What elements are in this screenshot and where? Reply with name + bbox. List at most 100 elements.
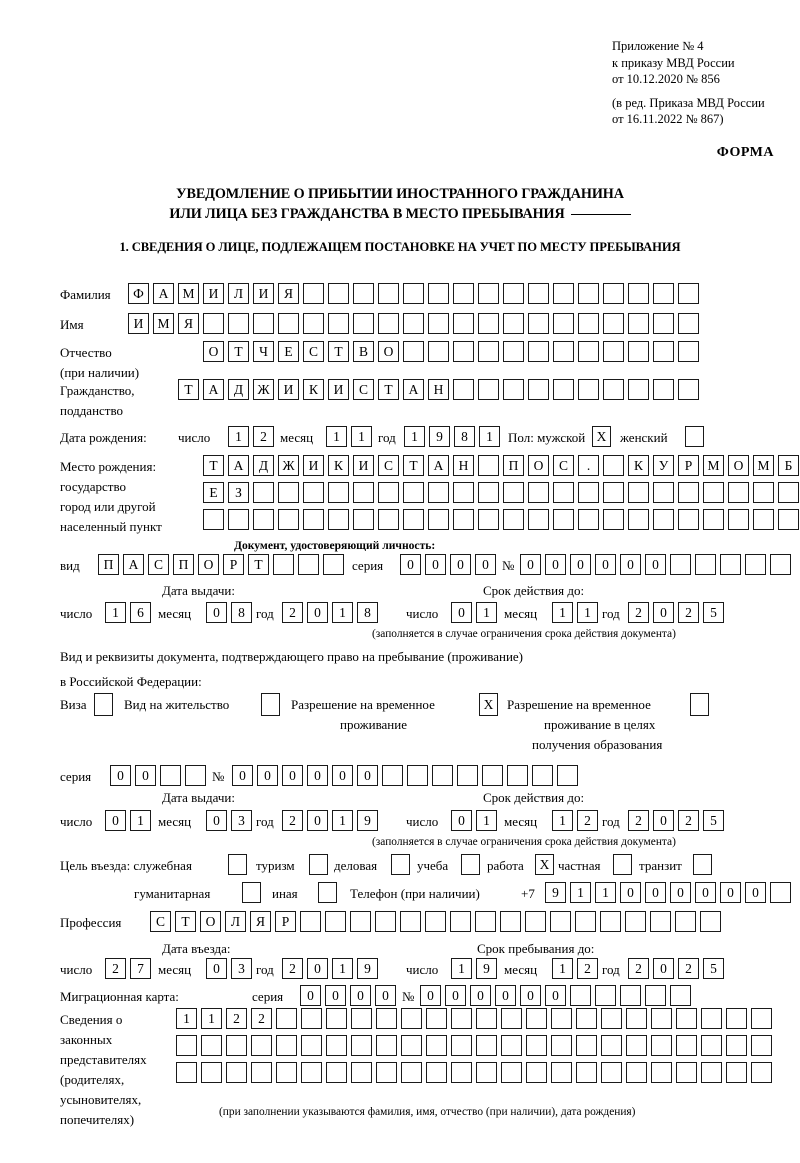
- char-cell[interactable]: Т: [328, 341, 349, 362]
- char-cell[interactable]: 0: [105, 810, 126, 831]
- char-cell[interactable]: Я: [178, 313, 199, 334]
- char-cell[interactable]: А: [123, 554, 144, 575]
- char-cell[interactable]: [720, 554, 741, 575]
- char-cell[interactable]: [401, 1008, 422, 1029]
- char-cell[interactable]: [653, 313, 674, 334]
- char-cell[interactable]: [551, 1062, 572, 1083]
- char-cell[interactable]: [482, 765, 503, 786]
- char-cell[interactable]: 1: [332, 602, 353, 623]
- char-cell[interactable]: [160, 765, 181, 786]
- char-cell[interactable]: [428, 341, 449, 362]
- char-cell[interactable]: С: [150, 911, 171, 932]
- char-cell[interactable]: [676, 1008, 697, 1029]
- char-cell[interactable]: М: [153, 313, 174, 334]
- char-cell[interactable]: [726, 1035, 747, 1056]
- char-cell[interactable]: И: [278, 379, 299, 400]
- char-cell[interactable]: 2: [226, 1008, 247, 1029]
- char-cell[interactable]: 0: [695, 882, 716, 903]
- char-cell[interactable]: [378, 509, 399, 530]
- purpose-study-checkbox[interactable]: [461, 854, 480, 875]
- char-cell[interactable]: 1: [332, 958, 353, 979]
- char-cell[interactable]: [595, 985, 616, 1006]
- char-cell[interactable]: О: [378, 341, 399, 362]
- char-cell[interactable]: [478, 482, 499, 503]
- char-cell[interactable]: 0: [450, 554, 471, 575]
- char-cell[interactable]: [253, 313, 274, 334]
- char-cell[interactable]: [601, 1062, 622, 1083]
- char-cell[interactable]: 0: [375, 985, 396, 1006]
- char-cell[interactable]: [376, 1062, 397, 1083]
- char-cell[interactable]: [353, 482, 374, 503]
- char-cell[interactable]: [728, 482, 749, 503]
- char-cell[interactable]: Е: [203, 482, 224, 503]
- char-cell[interactable]: 3: [231, 958, 252, 979]
- char-cell[interactable]: 2: [678, 958, 699, 979]
- char-cell[interactable]: [701, 1035, 722, 1056]
- char-cell[interactable]: 0: [206, 958, 227, 979]
- char-cell[interactable]: [451, 1035, 472, 1056]
- char-cell[interactable]: А: [228, 455, 249, 476]
- char-cell[interactable]: С: [148, 554, 169, 575]
- char-cell[interactable]: 1: [476, 810, 497, 831]
- char-cell[interactable]: [453, 509, 474, 530]
- char-cell[interactable]: [426, 1008, 447, 1029]
- char-cell[interactable]: 0: [653, 810, 674, 831]
- char-cell[interactable]: [457, 765, 478, 786]
- char-cell[interactable]: [501, 1035, 522, 1056]
- char-cell[interactable]: [628, 313, 649, 334]
- char-cell[interactable]: 2: [282, 602, 303, 623]
- char-cell[interactable]: [703, 509, 724, 530]
- char-cell[interactable]: [728, 509, 749, 530]
- char-cell[interactable]: [453, 313, 474, 334]
- char-cell[interactable]: [351, 1035, 372, 1056]
- char-cell[interactable]: Л: [228, 283, 249, 304]
- char-cell[interactable]: 0: [520, 985, 541, 1006]
- char-cell[interactable]: [578, 482, 599, 503]
- char-cell[interactable]: [628, 283, 649, 304]
- char-cell[interactable]: [378, 313, 399, 334]
- legal-rep-row-2-boxes[interactable]: [176, 1035, 772, 1056]
- char-cell[interactable]: [678, 482, 699, 503]
- char-cell[interactable]: [778, 509, 799, 530]
- char-cell[interactable]: 0: [645, 882, 666, 903]
- char-cell[interactable]: [676, 1035, 697, 1056]
- char-cell[interactable]: [328, 313, 349, 334]
- char-cell[interactable]: [276, 1062, 297, 1083]
- purpose-work-checkbox[interactable]: X: [535, 854, 554, 875]
- char-cell[interactable]: [325, 911, 346, 932]
- char-cell[interactable]: [576, 1062, 597, 1083]
- char-cell[interactable]: Ч: [253, 341, 274, 362]
- char-cell[interactable]: [300, 911, 321, 932]
- char-cell[interactable]: [603, 341, 624, 362]
- char-cell[interactable]: 0: [653, 602, 674, 623]
- char-cell[interactable]: И: [353, 455, 374, 476]
- char-cell[interactable]: [432, 765, 453, 786]
- char-cell[interactable]: 9: [357, 810, 378, 831]
- char-cell[interactable]: [678, 341, 699, 362]
- char-cell[interactable]: 0: [451, 810, 472, 831]
- char-cell[interactable]: [503, 482, 524, 503]
- char-cell[interactable]: 0: [620, 882, 641, 903]
- sex-female-checkbox[interactable]: [685, 426, 704, 447]
- residence-permit-checkbox[interactable]: [261, 693, 280, 716]
- char-cell[interactable]: 2: [282, 958, 303, 979]
- char-cell[interactable]: 0: [445, 985, 466, 1006]
- char-cell[interactable]: М: [703, 455, 724, 476]
- char-cell[interactable]: [603, 455, 624, 476]
- char-cell[interactable]: [426, 1035, 447, 1056]
- char-cell[interactable]: [185, 765, 206, 786]
- char-cell[interactable]: [353, 509, 374, 530]
- char-cell[interactable]: 2: [253, 426, 274, 447]
- char-cell[interactable]: [298, 554, 319, 575]
- char-cell[interactable]: Т: [378, 379, 399, 400]
- char-cell[interactable]: Ф: [128, 283, 149, 304]
